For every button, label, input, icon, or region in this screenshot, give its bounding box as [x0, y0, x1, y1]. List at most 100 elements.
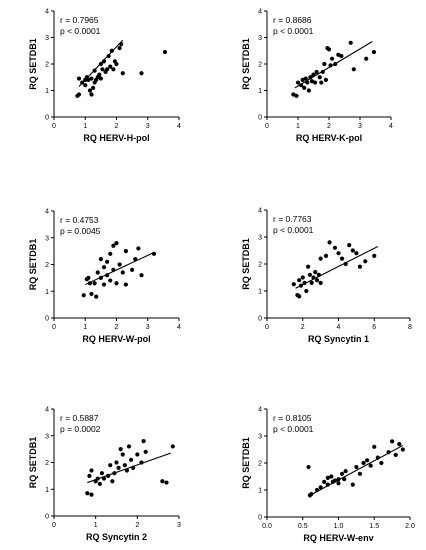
data-point — [302, 280, 307, 285]
data-point — [325, 482, 330, 487]
data-point — [300, 275, 305, 280]
y-tick-label: 4 — [258, 9, 262, 16]
data-point — [162, 49, 168, 55]
data-point — [76, 76, 82, 81]
r-value-label: r = 0.5887 — [60, 413, 99, 423]
data-point — [363, 259, 368, 264]
data-point — [105, 259, 110, 264]
y-tick-label: 4 — [45, 407, 49, 414]
x-tick-label: 8 — [408, 324, 412, 331]
data-point — [306, 88, 311, 93]
x-tick-label: 1.0 — [334, 523, 344, 530]
data-point — [343, 261, 348, 267]
data-point — [143, 449, 148, 454]
data-point — [87, 473, 92, 478]
y-tick-label: 0 — [45, 316, 49, 323]
x-tick-label: 1 — [296, 123, 300, 130]
data-point — [130, 267, 135, 272]
y-axis-title: RQ SETDB1 — [241, 38, 251, 90]
data-point — [122, 463, 127, 468]
data-point — [114, 61, 119, 67]
data-point — [390, 439, 395, 444]
data-point — [123, 249, 128, 254]
data-point — [318, 485, 323, 490]
y-tick-label: 4 — [258, 208, 262, 215]
x-tick-label: 1 — [83, 324, 87, 331]
y-tick-label: 1 — [45, 487, 49, 494]
x-tick-label: 2.0 — [405, 523, 415, 530]
data-point — [92, 68, 97, 73]
x-tick-label: 3 — [146, 123, 150, 130]
data-point — [108, 64, 113, 69]
data-point — [95, 476, 100, 481]
data-point — [90, 85, 96, 90]
data-point — [354, 251, 359, 256]
data-point — [332, 478, 338, 483]
data-point — [372, 444, 377, 449]
y-tick-label: 0 — [45, 514, 49, 521]
data-point — [312, 80, 318, 85]
data-point — [112, 471, 117, 476]
data-point — [368, 463, 373, 468]
x-tick-label: 1 — [83, 123, 87, 130]
data-point — [101, 59, 107, 64]
data-point — [357, 264, 363, 269]
data-point — [101, 265, 107, 270]
x-axis-title: RQ Syncytin 2 — [86, 532, 147, 542]
x-tick-label: 4 — [389, 123, 393, 130]
data-point — [114, 281, 119, 286]
p-value-label: p < 0.0001 — [273, 225, 314, 235]
data-point — [110, 479, 115, 484]
y-axis-title: RQ SETDB1 — [28, 239, 38, 291]
y-tick-label: 2 — [45, 62, 49, 69]
y-tick-label: 4 — [45, 9, 49, 16]
data-point — [323, 77, 328, 82]
y-tick-label: 1 — [258, 88, 262, 95]
data-point — [350, 248, 355, 253]
p-value-label: p = 0.0045 — [60, 226, 101, 236]
r-value-label: r = 0.8105 — [273, 413, 312, 423]
data-point — [81, 293, 86, 298]
data-point — [89, 92, 94, 97]
data-point — [316, 272, 321, 277]
y-tick-label: 4 — [45, 209, 49, 216]
data-point — [365, 458, 370, 463]
data-point — [120, 452, 125, 457]
data-point — [309, 280, 314, 285]
data-point — [108, 251, 113, 256]
data-point — [375, 455, 380, 460]
data-point — [333, 61, 338, 67]
data-point — [343, 469, 348, 474]
x-tick-label: 0.5 — [298, 523, 308, 530]
data-point — [141, 439, 146, 444]
data-point — [98, 76, 103, 81]
x-tick-label: 0.0 — [262, 523, 272, 530]
data-point — [92, 281, 97, 286]
data-point — [128, 457, 134, 462]
data-point — [350, 482, 355, 487]
data-point — [339, 53, 344, 59]
scatter-panel-2: 0 1 2 3 4 0 1 2 3 4 RQ HERV-K-pol RQ SETDB1 r = 0.86… — [241, 9, 393, 144]
data-point — [87, 88, 93, 93]
x-tick-label: 1.5 — [369, 523, 379, 530]
x-tick-label: 3 — [358, 123, 362, 130]
data-point — [89, 468, 94, 473]
y-tick-label: 3 — [45, 433, 49, 440]
data-point — [124, 468, 130, 473]
data-point — [118, 447, 123, 452]
x-axis-title: RQ HERV-W-pol — [82, 334, 150, 344]
y-tick-label: 1 — [45, 289, 49, 296]
x-tick-label: 2 — [301, 324, 305, 331]
x-tick-label: 2 — [135, 522, 139, 529]
data-point — [317, 75, 322, 80]
data-point — [109, 48, 114, 53]
data-point — [303, 76, 308, 81]
x-tick-label: 0 — [52, 123, 56, 130]
data-point — [170, 444, 175, 449]
data-point — [101, 282, 107, 287]
data-point — [105, 67, 110, 72]
data-point — [332, 245, 338, 250]
data-point — [98, 257, 103, 262]
data-point — [80, 80, 85, 85]
data-point — [291, 282, 296, 287]
